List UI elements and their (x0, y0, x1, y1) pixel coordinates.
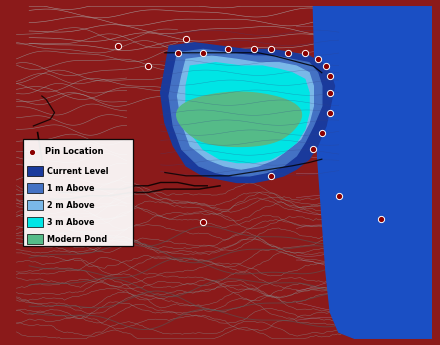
Polygon shape (186, 63, 309, 162)
Bar (27, 166, 43, 176)
Text: Current Level: Current Level (47, 167, 108, 176)
Polygon shape (169, 49, 322, 176)
Polygon shape (313, 6, 432, 339)
Text: Modern Pond: Modern Pond (47, 235, 106, 244)
Bar (27, 200, 43, 210)
Text: 1 m Above: 1 m Above (47, 184, 94, 193)
Text: Pin Location: Pin Location (45, 147, 103, 156)
Bar (27, 217, 43, 227)
Polygon shape (161, 43, 334, 183)
Bar (27, 234, 43, 244)
Polygon shape (178, 56, 313, 169)
Bar (27, 183, 43, 193)
Polygon shape (177, 92, 301, 146)
Text: 3 m Above: 3 m Above (47, 218, 94, 227)
FancyBboxPatch shape (23, 139, 133, 246)
Text: 2 m Above: 2 m Above (47, 201, 94, 210)
